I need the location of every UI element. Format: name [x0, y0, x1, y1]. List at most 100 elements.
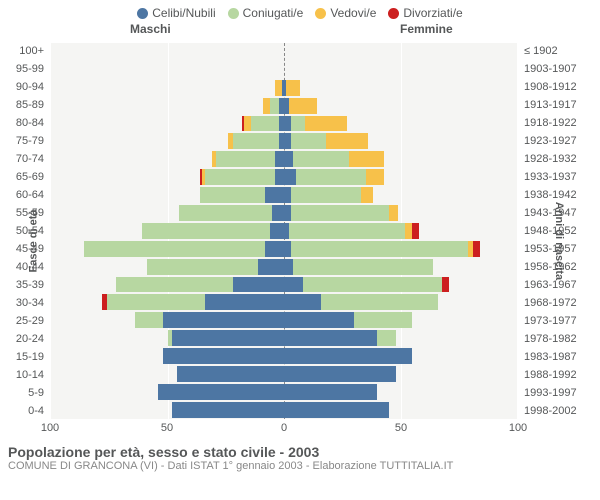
segment-married	[293, 151, 349, 167]
segment-married	[354, 312, 412, 328]
segment-married	[142, 223, 270, 239]
segment-married	[377, 330, 396, 346]
segment-married	[107, 294, 205, 310]
age-label: 100+	[0, 42, 48, 60]
age-label: 15-19	[0, 348, 48, 366]
segment-widowed	[263, 98, 270, 114]
x-tick-label: 100	[41, 422, 59, 434]
bar-female	[284, 223, 517, 239]
age-label: 5-9	[0, 384, 48, 402]
bar-male	[51, 402, 284, 418]
segment-married	[216, 151, 274, 167]
bar-male	[51, 348, 284, 364]
legend-label: Vedovi/e	[330, 6, 376, 20]
segment-single	[270, 223, 284, 239]
bar-male	[51, 151, 284, 167]
age-label: 25-29	[0, 312, 48, 330]
age-label: 80-84	[0, 114, 48, 132]
bar-male	[51, 116, 284, 132]
pyramid-row	[51, 204, 517, 222]
age-label: 90-94	[0, 78, 48, 96]
x-tick-label: 50	[395, 422, 407, 434]
bar-female	[284, 187, 517, 203]
header-female: Femmine	[400, 22, 453, 36]
segment-single	[284, 277, 303, 293]
bar-female	[284, 402, 517, 418]
bar-female	[284, 151, 517, 167]
legend-item-widowed: Vedovi/e	[315, 6, 376, 20]
legend-label: Celibi/Nubili	[152, 6, 215, 20]
bar-male	[51, 44, 284, 60]
bar-female	[284, 384, 517, 400]
bar-male	[51, 259, 284, 275]
bar-male	[51, 241, 284, 257]
x-tick-label: 0	[281, 422, 287, 434]
legend-dot-icon	[228, 8, 239, 19]
pyramid-row	[51, 365, 517, 383]
chart-subtitle: COMUNE DI GRANCONA (VI) - Dati ISTAT 1° …	[8, 460, 592, 472]
bar-female	[284, 348, 517, 364]
birth-label: 1913-1917	[520, 96, 584, 114]
bar-male	[51, 312, 284, 328]
segment-single	[284, 348, 412, 364]
birth-label: 1908-1912	[520, 78, 584, 96]
segment-single	[177, 366, 284, 382]
segment-widowed	[349, 151, 384, 167]
segment-widowed	[389, 205, 398, 221]
segment-single	[284, 187, 291, 203]
x-tick-label: 50	[161, 422, 173, 434]
legend-dot-icon	[315, 8, 326, 19]
segment-married	[291, 187, 361, 203]
segment-single	[265, 241, 284, 257]
segment-widowed	[244, 116, 251, 132]
age-label: 55-59	[0, 204, 48, 222]
birth-label: 1903-1907	[520, 60, 584, 78]
segment-single	[172, 330, 284, 346]
segment-single	[163, 312, 284, 328]
x-tick-label: 100	[509, 422, 527, 434]
birth-year-labels: ≤ 19021903-19071908-19121913-19171918-19…	[520, 42, 584, 420]
legend-item-divorced: Divorziati/e	[388, 6, 462, 20]
legend-item-married: Coniugati/e	[228, 6, 304, 20]
segment-widowed	[326, 133, 368, 149]
pyramid-row	[51, 383, 517, 401]
bar-male	[51, 187, 284, 203]
chart-title: Popolazione per età, sesso e stato civil…	[8, 444, 592, 460]
bar-female	[284, 80, 517, 96]
segment-married	[116, 277, 233, 293]
bar-female	[284, 241, 517, 257]
birth-label: 1978-1982	[520, 330, 584, 348]
bar-female	[284, 330, 517, 346]
segment-married	[291, 116, 305, 132]
segment-married	[291, 205, 389, 221]
age-label: 40-44	[0, 258, 48, 276]
birth-label: ≤ 1902	[520, 42, 584, 60]
segment-married	[296, 169, 366, 185]
segment-single	[284, 402, 389, 418]
birth-label: 1918-1922	[520, 114, 584, 132]
birth-label: 1923-1927	[520, 132, 584, 150]
age-label: 75-79	[0, 132, 48, 150]
segment-married	[179, 205, 272, 221]
bar-female	[284, 366, 517, 382]
pyramid-row	[51, 276, 517, 294]
bar-female	[284, 277, 517, 293]
birth-label: 1968-1972	[520, 294, 584, 312]
segment-widowed	[366, 169, 385, 185]
segment-single	[284, 294, 321, 310]
segment-married	[289, 223, 406, 239]
segment-single	[284, 384, 377, 400]
segment-married	[205, 169, 275, 185]
bar-male	[51, 366, 284, 382]
birth-label: 1953-1957	[520, 240, 584, 258]
birth-label: 1938-1942	[520, 186, 584, 204]
birth-label: 1973-1977	[520, 312, 584, 330]
segment-married	[84, 241, 266, 257]
bar-female	[284, 62, 517, 78]
bar-male	[51, 133, 284, 149]
segment-married	[147, 259, 259, 275]
bar-female	[284, 44, 517, 60]
bar-male	[51, 62, 284, 78]
plot-area	[50, 42, 518, 420]
age-label: 95-99	[0, 60, 48, 78]
